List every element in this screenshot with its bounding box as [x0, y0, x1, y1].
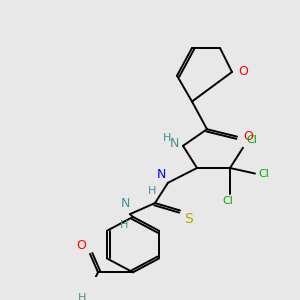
Text: N: N: [121, 197, 130, 211]
Text: S: S: [184, 212, 193, 226]
Text: N: N: [157, 168, 166, 181]
Text: Cl: Cl: [258, 169, 269, 178]
Text: H: H: [148, 187, 156, 196]
Text: H: H: [78, 292, 86, 300]
Text: H: H: [163, 134, 171, 143]
Text: N: N: [169, 137, 179, 151]
Text: O: O: [238, 65, 248, 79]
Text: O: O: [243, 130, 253, 143]
Text: H: H: [120, 220, 128, 230]
Text: Cl: Cl: [246, 135, 257, 145]
Text: Cl: Cl: [223, 196, 233, 206]
Text: O: O: [76, 239, 86, 252]
